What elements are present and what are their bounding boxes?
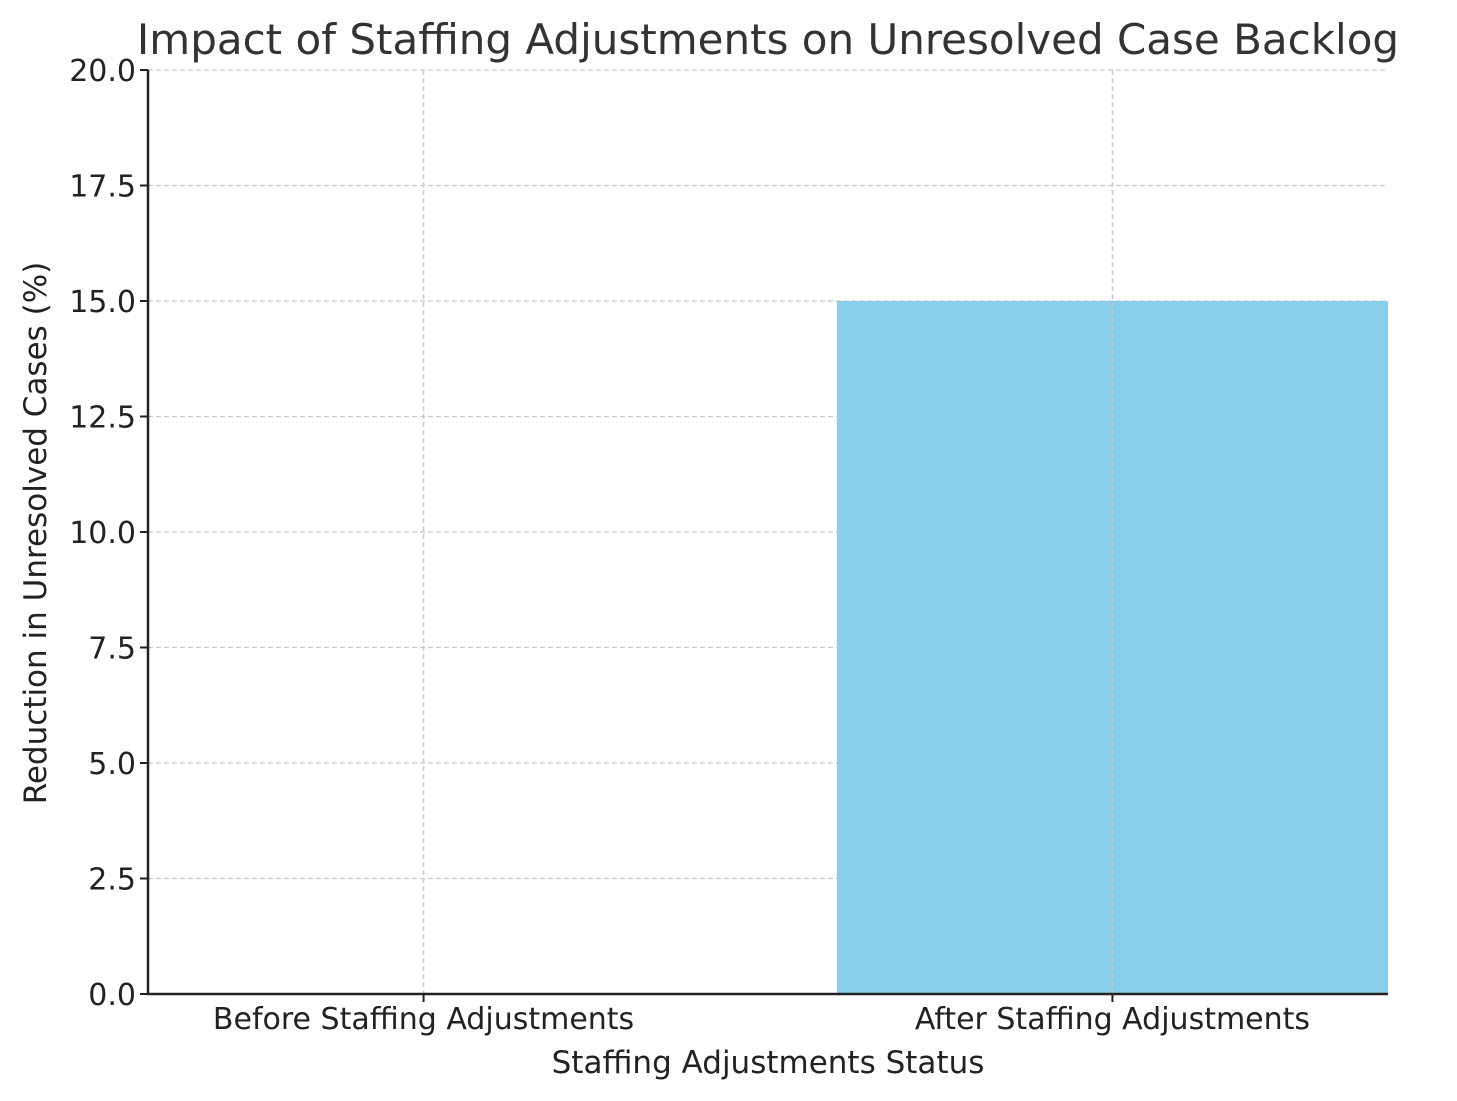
y-tick-label: 20.0 bbox=[69, 54, 136, 89]
y-tick-label: 15.0 bbox=[69, 285, 136, 320]
tick-layer: 0.0 2.5 5.0 7.5 10.0 12.5 15.0 17.5 20.0 Before S… bbox=[69, 54, 1310, 1037]
y-tick-label: 2.5 bbox=[88, 863, 136, 898]
bar-layer bbox=[422, 70, 1388, 994]
x-tick-label: Before Staffing Adjustments bbox=[213, 1002, 634, 1037]
y-tick-label: 10.0 bbox=[69, 516, 136, 551]
y-tick-label: 0.0 bbox=[88, 978, 136, 1013]
y-tick-label: 12.5 bbox=[69, 401, 136, 436]
chart-title: Impact of Staffing Adjustments on Unreso… bbox=[137, 15, 1399, 64]
y-tick-label: 5.0 bbox=[88, 747, 136, 782]
y-tick-label: 7.5 bbox=[88, 632, 136, 667]
y-axis-label: Reduction in Unresolved Cases (%) bbox=[18, 262, 54, 805]
y-tick-label: 17.5 bbox=[69, 170, 136, 205]
x-tick-label: After Staffing Adjustments bbox=[915, 1002, 1310, 1037]
x-axis-label: Staffing Adjustments Status bbox=[552, 1045, 985, 1081]
